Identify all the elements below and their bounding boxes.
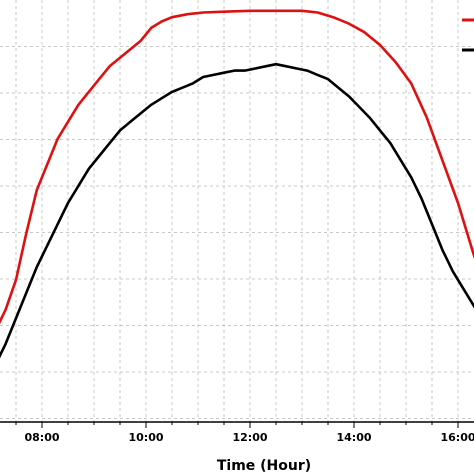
x-tick-label: 14:00: [336, 431, 371, 444]
series-line-1: [0, 9, 474, 325]
x-axis-label: Time (Hour): [217, 458, 311, 474]
series-layer: [0, 9, 474, 359]
x-tick-label: 16:00: [440, 431, 474, 444]
x-tick-label: 10:00: [128, 431, 163, 444]
x-tick-label: 12:00: [232, 431, 267, 444]
x-ticks: 08:00 10:00 12:00 14:00 16:00: [15, 422, 474, 444]
plot-area: [0, 0, 474, 422]
grid: [0, 0, 474, 422]
series-line-2: [0, 62, 474, 359]
x-tick-label: 08:00: [24, 431, 59, 444]
